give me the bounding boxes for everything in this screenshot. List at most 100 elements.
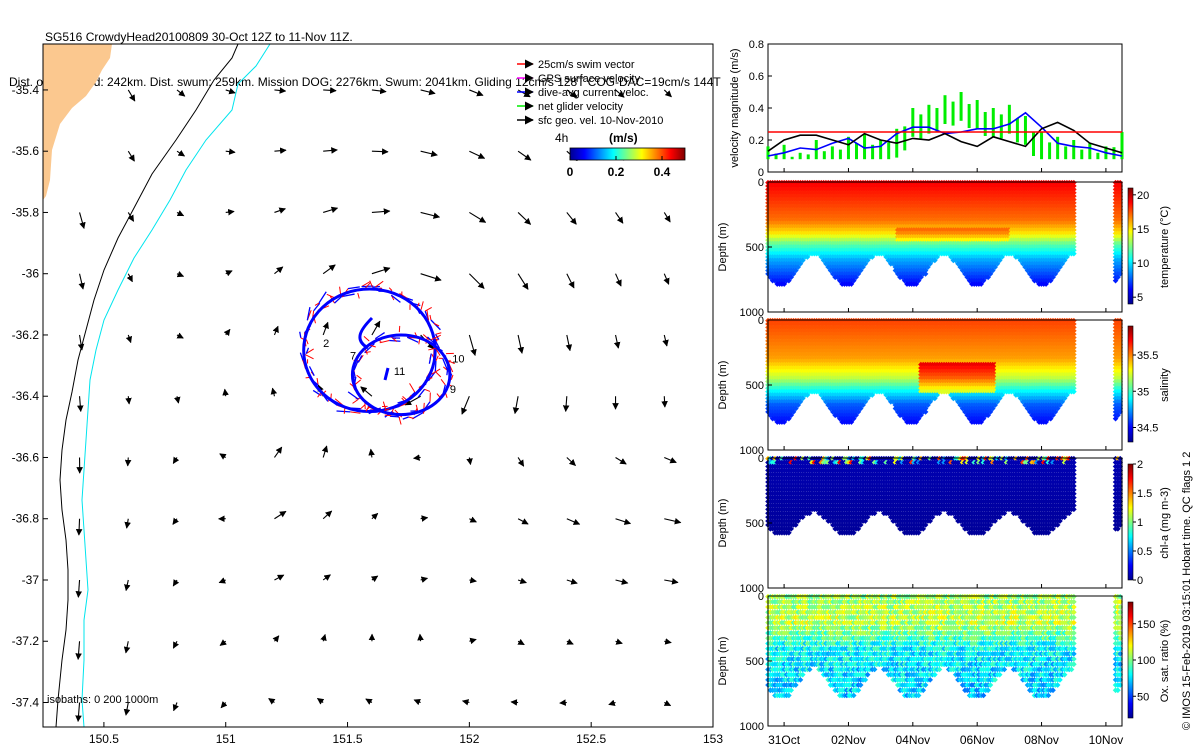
- geo-arrow: [75, 518, 83, 536]
- legend-label: dive-avg current veloc.: [538, 87, 649, 99]
- geo-arrow: [172, 640, 180, 649]
- map-y-tick-label: -36: [22, 267, 40, 281]
- map-y-tick-label: -36.6: [12, 450, 40, 464]
- map-frame: [42, 43, 714, 728]
- dac-vector: [347, 286, 360, 290]
- geo-arrow: [566, 578, 578, 585]
- geo-arrow: [420, 211, 441, 219]
- map-y-tick-label: -36.4: [12, 389, 40, 403]
- dac-vector: [427, 371, 436, 382]
- dac-vector: [318, 291, 327, 304]
- swim-vector: [365, 348, 368, 355]
- geo-arrow: [371, 148, 389, 155]
- swim-vector: [356, 374, 362, 380]
- map-x-tick-label: 152.5: [576, 732, 606, 746]
- geo-arrow: [268, 698, 276, 705]
- geo-arrow: [124, 518, 131, 529]
- swim-vector: [435, 332, 442, 335]
- isobath-200m: [81, 44, 271, 727]
- geo-arrow: [662, 334, 669, 347]
- swim-vector: [388, 287, 393, 291]
- geo-arrow: [469, 150, 486, 159]
- geo-arrow: [75, 579, 83, 598]
- geo-arrow: [270, 387, 278, 397]
- swim-vector: [352, 398, 359, 404]
- geo-arrow: [469, 211, 487, 223]
- geo-arrow: [76, 396, 84, 413]
- geo-arrow: [517, 457, 525, 467]
- geo-arrow: [664, 517, 682, 525]
- track-loop: [350, 333, 452, 417]
- legend-label: net glider velocity: [538, 101, 623, 113]
- geo-arrow: [661, 396, 668, 408]
- geo-arrow: [274, 510, 287, 520]
- swim-vector: [398, 416, 402, 425]
- dac-vector: [299, 331, 302, 338]
- geo-arrow: [218, 577, 226, 584]
- geo-arrow: [272, 325, 279, 336]
- geo-arrow: [566, 89, 578, 98]
- geo-arrow: [127, 150, 135, 162]
- geo-arrow: [322, 264, 336, 275]
- day-label: 10: [452, 354, 464, 366]
- velocity-y-tick-label: 0.4: [749, 103, 764, 115]
- geo-arrow: [219, 453, 227, 460]
- depth-colorbar-label: temperature (°C): [1159, 206, 1171, 288]
- swim-vector: [363, 336, 370, 342]
- dac-vector: [336, 410, 351, 413]
- geo-arrow: [413, 699, 421, 706]
- geo-arrow: [220, 701, 228, 709]
- geo-arrow: [322, 574, 331, 581]
- geo-arrow: [322, 321, 329, 336]
- geo-arrow: [510, 699, 519, 706]
- geo-arrow: [517, 150, 532, 161]
- geo-arrow: [219, 639, 227, 646]
- dac-vector: [306, 307, 311, 321]
- geo-arrow: [420, 273, 442, 282]
- geo-arrow: [125, 334, 133, 344]
- geo-arrow: [176, 332, 184, 339]
- colorbar-tick-label: 0.4: [654, 165, 671, 179]
- colorbar-title: (m/s): [609, 131, 638, 145]
- legend-label: sfc geo. vel. 10-Nov-2010: [538, 115, 663, 127]
- geo-arrow: [223, 328, 231, 337]
- track-loop: [302, 287, 437, 414]
- dac-vector: [389, 339, 401, 342]
- geo-arrow: [176, 210, 185, 217]
- dac-vector: [406, 336, 419, 343]
- geo-arrow: [360, 386, 373, 397]
- geo-arrow: [316, 697, 325, 705]
- glider-track: [299, 280, 455, 425]
- swim-vector: [305, 339, 309, 345]
- depth-colorbar-tick-label: 10: [1137, 258, 1149, 270]
- swim-vector: [384, 414, 392, 417]
- geo-arrow: [615, 273, 622, 287]
- geo-arrow: [615, 578, 629, 585]
- depth-colorbar: [1127, 187, 1134, 305]
- map-y-tick-label: -37.2: [12, 634, 40, 648]
- dac-vector: [299, 352, 304, 361]
- swim-vector: [361, 281, 371, 288]
- swim-vector: [423, 402, 425, 414]
- geo-arrow: [663, 273, 670, 285]
- geo-arrow: [468, 273, 485, 289]
- geo-arrow: [517, 518, 529, 525]
- geo-arrow: [517, 212, 532, 225]
- geo-arrow: [517, 638, 525, 646]
- depth-colorbar-tick-label: 5: [1137, 292, 1143, 304]
- dac-vector: [374, 332, 385, 340]
- map-y-ticks: -35.4-35.6-35.8-36-36.2-36.4-36.6-36.8-3…: [12, 83, 48, 709]
- geo-arrow: [663, 700, 672, 707]
- depth-y-tick-label: 0: [758, 177, 764, 189]
- swim-vector: [433, 322, 440, 327]
- map-y-tick-label: -36.2: [12, 328, 40, 342]
- dac-vector: [427, 336, 437, 346]
- velocity-y-tick-label: 0.2: [749, 135, 764, 147]
- map-x-tick-label: 152: [459, 732, 479, 746]
- swim-vector: [440, 378, 446, 386]
